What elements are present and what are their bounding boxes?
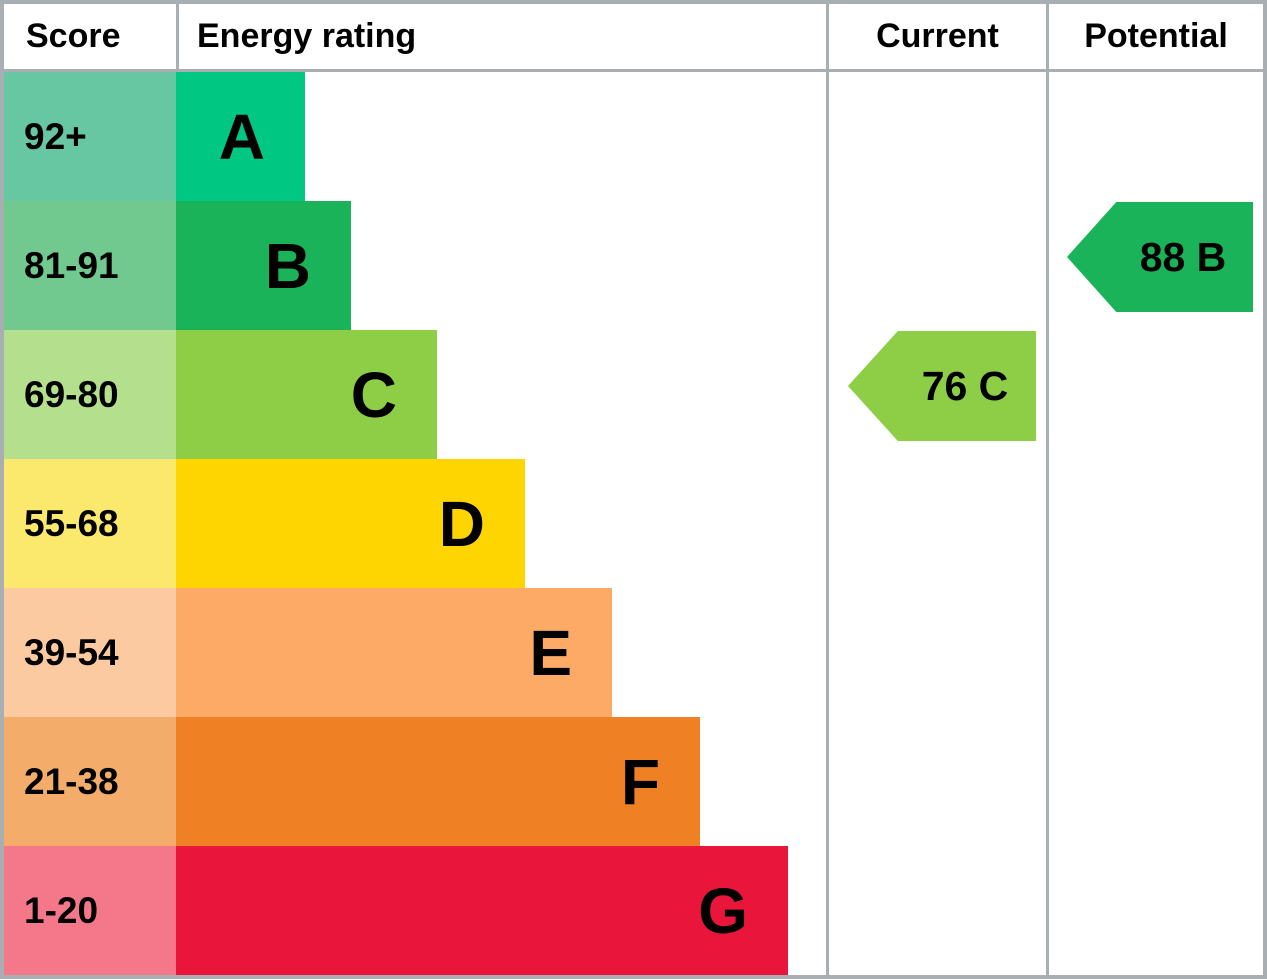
band-letter-c: C <box>350 358 397 431</box>
score-range-cell-a: 92+ <box>4 72 176 201</box>
energy-rating-cell-f: F <box>176 717 826 846</box>
score-range-label-f: 21-38 <box>24 760 119 802</box>
potential-cell-e <box>1046 588 1263 717</box>
current-cell-b <box>826 201 1046 330</box>
band-letter-a: A <box>218 100 265 173</box>
band-bar-a: A <box>176 72 305 201</box>
score-range-label-c: 69-80 <box>24 373 119 415</box>
band-bar-b: B <box>176 201 351 330</box>
energy-rating-column-header-label: Energy rating <box>197 17 417 55</box>
potential-column-header-label: Potential <box>1084 17 1228 55</box>
current-cell-a <box>826 72 1046 201</box>
band-letter-f: F <box>620 745 660 818</box>
potential-column-header: Potential <box>1046 4 1263 72</box>
current-rating-arrow-label: 76 C <box>921 362 1009 409</box>
energy-rating-column-header: Energy rating <box>176 4 826 72</box>
score-range-label-d: 55-68 <box>24 502 119 544</box>
current-cell-g <box>826 846 1046 975</box>
potential-cell-f <box>1046 717 1263 846</box>
score-range-cell-f: 21-38 <box>4 717 176 846</box>
energy-rating-cell-d: D <box>176 459 826 588</box>
score-range-label-e: 39-54 <box>24 631 119 673</box>
band-letter-e: E <box>529 616 572 689</box>
potential-rating-arrow: 88 B <box>1067 202 1253 312</box>
energy-rating-cell-g: G <box>176 846 826 975</box>
energy-rating-cell-b: B <box>176 201 826 330</box>
band-letter-g: G <box>698 874 748 947</box>
current-cell-f <box>826 717 1046 846</box>
score-range-label-a: 92+ <box>24 115 87 157</box>
potential-rating-arrow-label: 88 B <box>1139 233 1227 280</box>
score-range-label-g: 1-20 <box>24 889 99 931</box>
energy-rating-cell-e: E <box>176 588 826 717</box>
score-range-cell-b: 81-91 <box>4 201 176 330</box>
score-range-cell-c: 69-80 <box>4 330 176 459</box>
potential-cell-b: 88 B <box>1046 201 1263 330</box>
potential-cell-c <box>1046 330 1263 459</box>
score-range-label-b: 81-91 <box>24 244 119 286</box>
current-cell-e <box>826 588 1046 717</box>
score-column-header: Score <box>4 4 176 72</box>
band-bar-c: C <box>176 330 437 459</box>
band-bar-g: G <box>176 846 788 975</box>
band-letter-b: B <box>264 229 311 302</box>
current-cell-c: 76 C <box>826 330 1046 459</box>
potential-cell-g <box>1046 846 1263 975</box>
energy-rating-cell-c: C <box>176 330 826 459</box>
band-bar-d: D <box>176 459 525 588</box>
energy-rating-cell-a: A <box>176 72 826 201</box>
potential-cell-a <box>1046 72 1263 201</box>
score-range-cell-g: 1-20 <box>4 846 176 975</box>
current-rating-arrow: 76 C <box>848 331 1036 441</box>
score-range-cell-d: 55-68 <box>4 459 176 588</box>
potential-cell-d <box>1046 459 1263 588</box>
current-cell-d <box>826 459 1046 588</box>
band-letter-d: D <box>438 487 485 560</box>
current-column-header: Current <box>826 4 1046 72</box>
score-column-header-label: Score <box>26 17 121 55</box>
current-column-header-label: Current <box>876 17 999 55</box>
band-bar-e: E <box>176 588 612 717</box>
band-bar-f: F <box>176 717 700 846</box>
score-range-cell-e: 39-54 <box>4 588 176 717</box>
